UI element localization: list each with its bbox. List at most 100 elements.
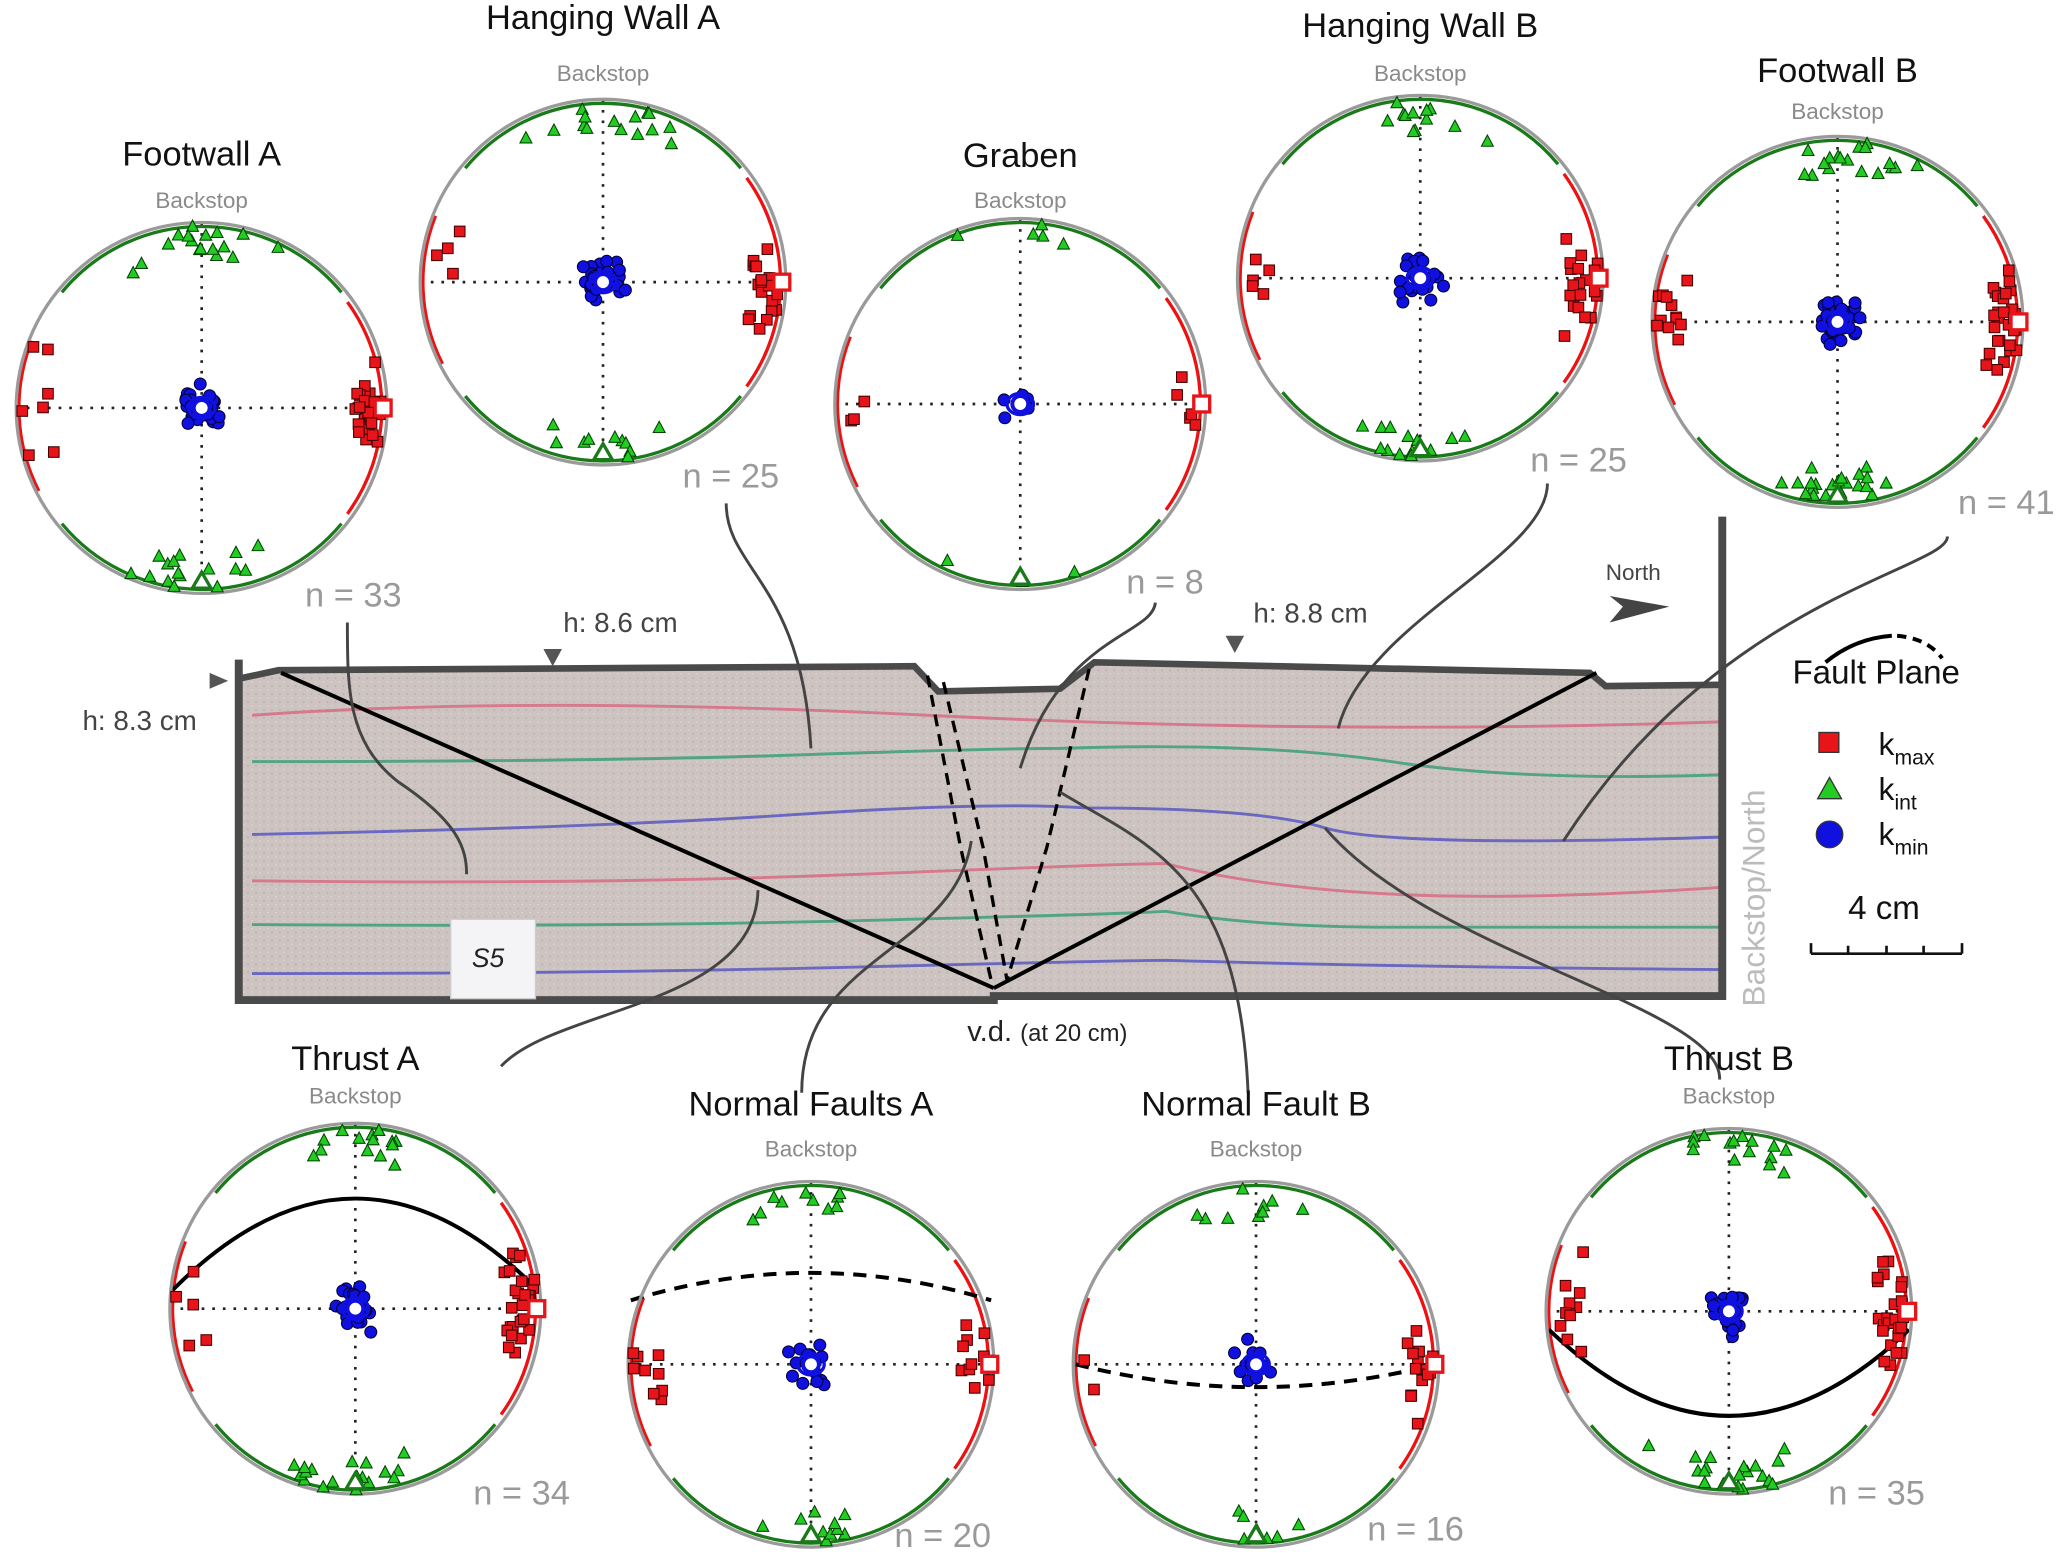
kint-point — [1686, 1142, 1701, 1156]
kint-point — [314, 1142, 328, 1156]
kmax-point — [1410, 1325, 1423, 1337]
kint-point — [228, 561, 243, 575]
kint-point — [642, 106, 656, 119]
kmax-point — [742, 313, 755, 326]
kmax-point — [1249, 253, 1262, 266]
kint-point — [161, 573, 175, 587]
kmax-point — [761, 313, 773, 326]
kint-point — [1742, 1144, 1757, 1158]
leader-hanging-wall-b — [1336, 483, 1549, 729]
kmin-confidence-ellipse — [1405, 265, 1436, 291]
kmin-mean — [1718, 1301, 1739, 1322]
fault-plane — [171, 1196, 540, 1292]
fault-plane-legend-solid — [1824, 633, 1892, 664]
kint-point — [1910, 158, 1925, 172]
kint-point — [201, 561, 216, 575]
kmin-point — [1399, 259, 1413, 273]
fault-plane — [630, 1270, 992, 1303]
kint-point — [1859, 459, 1874, 473]
leader-thrust-a — [499, 890, 760, 1068]
kmin-confidence-ellipse — [1241, 1352, 1271, 1377]
kmax-mean — [1898, 1301, 1918, 1321]
kint-point — [161, 236, 176, 250]
kint-point — [378, 1464, 392, 1478]
kint-point — [1727, 1152, 1742, 1166]
kint-point — [1852, 466, 1867, 480]
kmax-point — [1998, 306, 2010, 319]
kint-point — [1390, 95, 1404, 109]
fault-plane — [1075, 1362, 1437, 1390]
backstop-label: Backstop — [557, 61, 650, 86]
kint-point — [1374, 420, 1389, 433]
kmin-point — [1424, 293, 1438, 307]
kint-point — [1220, 1210, 1235, 1224]
backstop-label: Backstop — [1791, 99, 1884, 124]
kint-point — [1703, 1450, 1718, 1464]
kmax-confidence-west — [835, 336, 859, 488]
kmax-point — [1246, 280, 1259, 292]
kmax-point — [528, 1273, 541, 1286]
kmax-point — [1662, 321, 1675, 334]
kint-point — [1777, 1165, 1791, 1179]
kint-point — [816, 1524, 830, 1538]
kint-point — [1736, 1459, 1751, 1473]
thrust-a-fault — [280, 671, 995, 990]
kint-point — [1056, 236, 1071, 250]
kmin-point — [782, 1345, 796, 1359]
kmax-point — [42, 343, 54, 356]
kint-point — [663, 120, 677, 133]
kint-point — [607, 113, 622, 127]
kmax-mean — [373, 398, 393, 418]
kint-point — [1822, 150, 1837, 164]
kint-point — [1380, 113, 1395, 127]
kint-point — [798, 1185, 813, 1199]
kmin-point — [796, 1376, 810, 1390]
kmax-point — [16, 405, 29, 417]
stereonet-title: Normal Faults A — [689, 1085, 934, 1123]
kmax-point — [183, 1339, 196, 1352]
kint-point — [359, 1455, 374, 1469]
kmax-mean — [980, 1354, 1000, 1374]
kmax-point — [1409, 1362, 1422, 1375]
kmax-point — [1877, 1256, 1889, 1268]
kmin-point — [1853, 311, 1867, 325]
kint-point — [578, 109, 592, 123]
kmax-confidence-west — [170, 1240, 194, 1393]
kint-point — [1697, 1475, 1712, 1489]
north-label: North — [1606, 560, 1661, 585]
kmax-point — [1575, 1345, 1588, 1358]
kmax-point — [1573, 1287, 1586, 1299]
kint-point — [1697, 1128, 1712, 1142]
kmax-point — [431, 249, 443, 262]
kmin-confidence-ellipse — [186, 395, 217, 421]
kmin-point — [364, 1325, 378, 1339]
kint-point — [287, 1457, 302, 1471]
kint-confidence-north — [879, 220, 1162, 290]
kint-point — [1879, 475, 1894, 489]
kint-point — [236, 226, 251, 240]
kmax-point — [170, 1290, 182, 1303]
kint-point — [1779, 1142, 1793, 1156]
kint-point — [1458, 428, 1472, 442]
kmin-mean — [1410, 268, 1431, 289]
kmin-mean — [1827, 311, 1848, 332]
kint-point — [833, 1186, 847, 1200]
kint-point — [387, 1157, 402, 1171]
sample-count: n = 33 — [305, 577, 402, 615]
kmax-point — [505, 1329, 518, 1342]
kmax-point — [505, 1301, 518, 1314]
kint-point — [1236, 1509, 1251, 1522]
kmin-point — [1848, 296, 1862, 310]
kint-point — [807, 1504, 822, 1518]
kint-point — [1295, 1201, 1310, 1215]
normal-fault-b — [1005, 668, 1091, 981]
kint-point — [950, 227, 965, 241]
kmax-point — [1577, 1246, 1589, 1258]
backstop-label: Backstop — [155, 188, 248, 213]
kmax-point — [957, 1340, 969, 1353]
kmax-point — [1980, 359, 1993, 371]
leader-normal-fault-b — [1059, 790, 1250, 1093]
kmin-sub: min — [1894, 836, 1928, 859]
sample-count: n = 16 — [1367, 1510, 1464, 1548]
